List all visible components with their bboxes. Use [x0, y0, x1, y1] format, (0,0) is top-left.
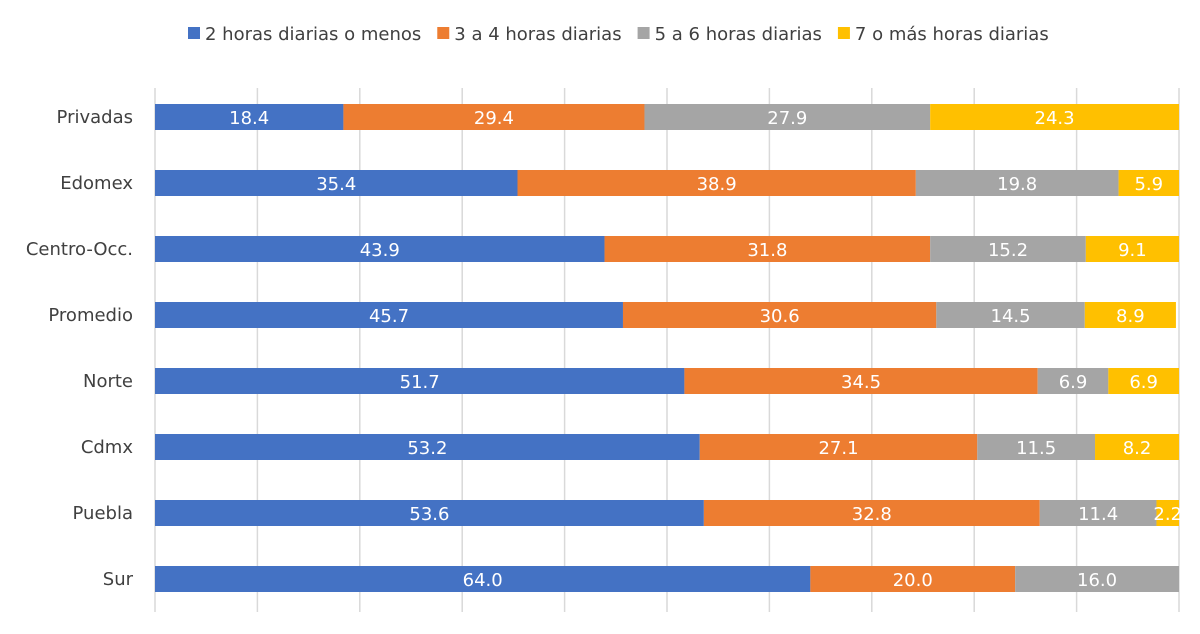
- category-label: Sur: [103, 569, 134, 590]
- legend-swatch: [188, 27, 200, 39]
- bar-segment: [810, 566, 1016, 592]
- data-label: 14.5: [991, 306, 1031, 327]
- data-label: 27.9: [767, 108, 807, 129]
- data-label: 35.4: [316, 174, 356, 195]
- bar-segment: [155, 566, 811, 592]
- bar-segment: [622, 302, 937, 328]
- data-label: 53.2: [407, 438, 447, 459]
- data-label: 19.8: [997, 174, 1037, 195]
- category-label: Puebla: [73, 503, 133, 524]
- bar-segment: [155, 368, 685, 394]
- data-label: 20.0: [893, 570, 933, 591]
- bar-segment: [1084, 302, 1176, 328]
- legend-swatch: [837, 27, 850, 39]
- data-label: 8.9: [1116, 306, 1145, 327]
- data-label: 53.6: [409, 504, 449, 525]
- data-label: 64.0: [463, 570, 503, 591]
- bar-segment: [1108, 368, 1179, 394]
- data-label: 6.9: [1059, 372, 1088, 393]
- bar-segment: [684, 368, 1038, 394]
- bar-segment: [517, 170, 916, 196]
- legend: 2 horas diarias o menos 3 a 4 horas diari…: [188, 24, 1049, 45]
- legend-label: 2 horas diarias o menos: [205, 24, 421, 45]
- bar-segment: [1095, 434, 1179, 460]
- category-label: Norte: [83, 371, 133, 392]
- bar-segment: [1085, 236, 1179, 262]
- bar-segment: [915, 170, 1119, 196]
- legend-swatch: [637, 27, 650, 39]
- bar-segment: [155, 170, 518, 196]
- category-label: Centro-Occ.: [26, 239, 133, 260]
- bar-segment: [977, 434, 1096, 460]
- bar-segment: [644, 104, 931, 130]
- bar-segment: [936, 302, 1085, 328]
- data-label: 30.6: [760, 306, 800, 327]
- bar-segment: [343, 104, 645, 130]
- legend-label: 7 o más horas diarias: [855, 24, 1049, 45]
- data-label: 18.4: [229, 108, 269, 129]
- bar-segment: [155, 302, 623, 328]
- bar-segment: [1015, 566, 1179, 592]
- bars: 18.4 29.4 27.9 24.3 35.4 38.9 19.8 5.9 43.9 31.8 1…: [155, 104, 1182, 592]
- bar-segment: [155, 500, 704, 526]
- data-label: 45.7: [369, 306, 409, 327]
- data-label: 32.8: [852, 504, 892, 525]
- bar-segment: [155, 104, 344, 130]
- category-label: Edomex: [60, 173, 133, 194]
- category-labels: Privadas Edomex Centro-Occ. Promedio Norte Cd…: [26, 107, 134, 590]
- bar-segment: [155, 434, 700, 460]
- data-label: 2.2: [1153, 504, 1182, 525]
- bar-segment: [699, 434, 978, 460]
- data-label: 11.5: [1016, 438, 1056, 459]
- data-label: 51.7: [400, 372, 440, 393]
- data-label: 8.2: [1123, 438, 1152, 459]
- bar-segment: [930, 104, 1179, 130]
- data-label: 15.2: [988, 240, 1028, 261]
- bar-segment: [703, 500, 1040, 526]
- bar-segment: [155, 236, 605, 262]
- data-label: 24.3: [1035, 108, 1075, 129]
- category-label: Privadas: [57, 107, 133, 128]
- data-label: 29.4: [474, 108, 514, 129]
- legend-label: 5 a 6 horas diarias: [655, 24, 822, 45]
- data-label: 16.0: [1077, 570, 1117, 591]
- bar-segment: [1118, 170, 1179, 196]
- gridlines: [154, 88, 1180, 612]
- data-label: 31.8: [747, 240, 787, 261]
- legend-label: 3 a 4 horas diarias: [454, 24, 621, 45]
- category-label: Promedio: [48, 305, 133, 326]
- bar-segment: [1039, 500, 1157, 526]
- category-label: Cdmx: [81, 437, 134, 458]
- data-label: 43.9: [360, 240, 400, 261]
- bar-segment: [1156, 500, 1179, 526]
- data-label: 9.1: [1118, 240, 1147, 261]
- data-label: 5.9: [1134, 174, 1163, 195]
- data-label: 11.4: [1078, 504, 1118, 525]
- legend-swatch: [437, 27, 450, 39]
- bar-segment: [1037, 368, 1109, 394]
- data-label: 34.5: [841, 372, 881, 393]
- data-label: 38.9: [697, 174, 737, 195]
- bar-segment: [930, 236, 1086, 262]
- bar-segment: [604, 236, 931, 262]
- data-label: 6.9: [1129, 372, 1158, 393]
- data-label: 27.1: [818, 438, 858, 459]
